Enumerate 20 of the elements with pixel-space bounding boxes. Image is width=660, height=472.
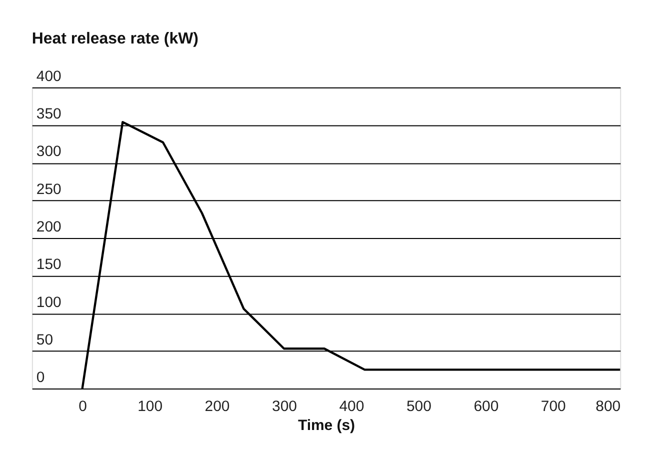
x-tick-label: 200 xyxy=(204,398,230,415)
x-tick-label: 0 xyxy=(78,398,87,415)
y-tick-label: 300 xyxy=(36,143,62,160)
y-tick-label: 350 xyxy=(36,106,62,123)
x-tick-label: 800 xyxy=(596,398,621,415)
x-tick-label: 400 xyxy=(339,398,364,415)
y-tick-label: 150 xyxy=(36,256,62,274)
x-tick-label: 500 xyxy=(406,398,432,415)
y-tick-label: 50 xyxy=(36,331,54,348)
x-tick-label: 300 xyxy=(272,398,297,415)
y-tick-label: 0 xyxy=(36,369,45,386)
x-axis-title: Time (s) xyxy=(298,416,356,434)
y-tick-label: 250 xyxy=(36,180,62,198)
y-tick-label: 400 xyxy=(36,68,62,85)
y-tick-label: 200 xyxy=(36,218,62,236)
y-tick-label: 100 xyxy=(36,294,62,311)
x-tick-label: 600 xyxy=(474,398,499,415)
chart-title: Heat release rate (kW) xyxy=(32,30,198,48)
x-tick-label: 100 xyxy=(138,398,163,415)
x-tick-label: 700 xyxy=(540,398,566,415)
